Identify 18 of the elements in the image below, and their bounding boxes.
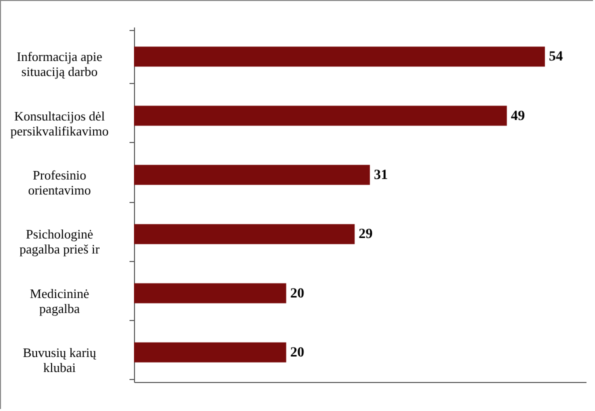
bar xyxy=(134,106,507,126)
y-tick-label: Informacija apie situaciją darbo xyxy=(16,49,102,80)
y-tick-label: Medicininė pagalba xyxy=(30,286,90,316)
bar xyxy=(134,164,370,185)
data-label: 54 xyxy=(548,50,563,65)
y-tick-label: Konsultacijos dėl persikvalifikavimo xyxy=(10,108,109,138)
data-label: 20 xyxy=(290,345,304,360)
data-label: 20 xyxy=(290,286,304,302)
bar xyxy=(134,224,355,244)
data-label: 29 xyxy=(358,227,373,242)
y-tick-label: Buvusių karių klubai xyxy=(22,344,97,375)
data-label: 31 xyxy=(374,168,388,183)
bar xyxy=(134,46,545,67)
bar xyxy=(134,342,286,362)
y-tick-label: Psichologinė pagalba prieš ir xyxy=(19,226,100,257)
data-label: 49 xyxy=(510,108,525,124)
y-tick-label: Profesinio orientavimo xyxy=(28,167,91,198)
bar xyxy=(134,283,286,304)
